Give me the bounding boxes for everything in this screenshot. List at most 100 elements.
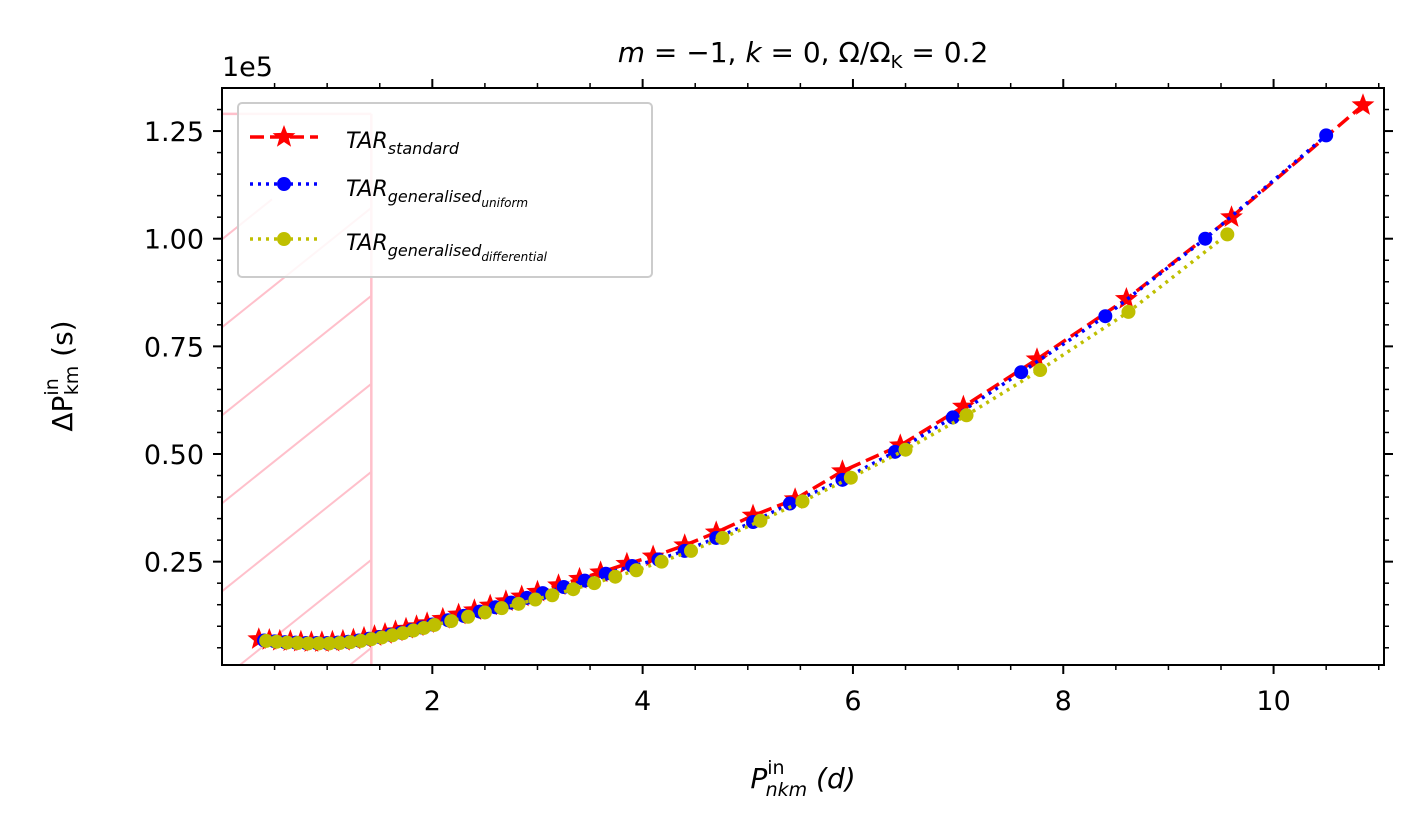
data-point xyxy=(715,530,730,545)
data-point xyxy=(684,543,699,558)
x-tick-label: 10 xyxy=(1256,686,1290,717)
data-point xyxy=(1014,365,1029,380)
data-point xyxy=(301,636,316,651)
legend-box xyxy=(237,102,653,278)
title-m: m xyxy=(618,36,645,69)
y-scale-label: 1e5 xyxy=(222,52,273,83)
data-point xyxy=(741,503,765,526)
title-k: k xyxy=(745,36,763,69)
chart-title: m = −1, k = 0, Ω/ΩK = 0.2 xyxy=(618,36,989,73)
data-point xyxy=(1198,231,1213,246)
title-eq3: = 0.2 xyxy=(902,36,988,69)
data-point xyxy=(511,596,526,611)
legend-label-differential: TARgeneraliseddifferential xyxy=(346,231,548,264)
x-tick-label: 2 xyxy=(424,686,441,717)
title-K: K xyxy=(891,52,904,73)
data-point xyxy=(385,628,400,643)
hatch-line xyxy=(662,199,1262,679)
data-point xyxy=(1121,304,1136,319)
data-point xyxy=(311,636,326,651)
data-point xyxy=(1098,309,1113,324)
data-point xyxy=(952,394,975,417)
x-axis-label: Pin nkm (d) xyxy=(750,757,855,801)
legend-marker xyxy=(277,232,291,246)
data-point xyxy=(280,635,295,650)
data-point xyxy=(1033,363,1048,378)
data-point xyxy=(364,632,379,647)
ylabel-sub: km xyxy=(61,366,83,396)
data-point xyxy=(753,513,768,528)
data-point xyxy=(587,576,602,591)
data-point xyxy=(395,626,410,641)
data-point xyxy=(528,592,543,607)
hatch-line xyxy=(0,199,162,679)
x-tick-label: 6 xyxy=(844,686,861,717)
hatch-line xyxy=(992,199,1428,679)
data-point xyxy=(1114,287,1138,309)
data-point xyxy=(545,588,560,603)
data-point xyxy=(783,487,807,509)
data-point xyxy=(322,636,337,651)
data-point xyxy=(290,636,305,651)
data-point xyxy=(374,630,389,645)
series-layer xyxy=(247,93,1375,652)
data-point xyxy=(959,408,974,423)
data-point xyxy=(843,470,858,485)
series-line xyxy=(266,233,1229,646)
data-point xyxy=(1351,93,1375,115)
tick-layer: 2 4 6 8 10 0.25 0.50 0.75 1.00 1.25 xyxy=(144,79,1393,717)
data-point xyxy=(427,617,442,632)
xlabel-unit: (d) xyxy=(807,762,856,795)
ylabel-sup: in xyxy=(41,378,63,395)
data-point xyxy=(259,633,274,648)
data-point xyxy=(406,623,421,638)
y-tick-label: 1.25 xyxy=(144,117,204,148)
xlabel-P: P xyxy=(750,762,767,795)
data-point xyxy=(566,582,581,597)
title-eq2: = 0, Ω/Ω xyxy=(762,36,891,69)
hatch-line xyxy=(238,558,372,665)
y-axis-label: ΔPinkm (s) xyxy=(41,320,83,431)
data-point xyxy=(629,563,644,578)
legend-label-standard: TARstandard xyxy=(346,129,460,158)
hatch-line xyxy=(882,199,1428,679)
ylabel-unit: (s) xyxy=(46,320,79,365)
data-point xyxy=(795,494,810,509)
data-point xyxy=(1319,128,1334,143)
data-point xyxy=(898,442,913,457)
hatch-group xyxy=(0,198,1428,679)
legend: TARstandard TARgeneraliseduniform TARgen… xyxy=(237,102,653,278)
x-tick-label: 4 xyxy=(634,686,651,717)
hatch-line xyxy=(222,198,273,241)
ylabel-dP: ΔP xyxy=(46,396,79,432)
plot-frame xyxy=(221,87,1385,666)
data-point xyxy=(1025,347,1049,369)
xlabel-sub: nkm xyxy=(766,779,808,801)
x-tick-label: 8 xyxy=(1055,686,1072,717)
y-tick-label: 0.75 xyxy=(144,332,204,363)
legend-marker xyxy=(277,177,291,191)
series-TAR_generalised_differential xyxy=(259,227,1235,651)
data-point xyxy=(1220,205,1243,227)
data-point xyxy=(888,444,903,459)
data-point xyxy=(477,605,492,620)
xlabel-sup: in xyxy=(767,757,784,779)
data-point xyxy=(444,614,459,629)
data-point xyxy=(945,410,960,425)
data-point xyxy=(888,433,912,456)
data-point xyxy=(608,569,623,584)
data-point xyxy=(416,620,431,635)
y-tick-label: 0.50 xyxy=(144,440,204,471)
data-point xyxy=(269,634,284,649)
legend-marker xyxy=(272,125,296,147)
hatch-line xyxy=(772,199,1372,679)
y-tick-label: 1.00 xyxy=(144,225,204,256)
data-point xyxy=(654,554,669,569)
shaded-region xyxy=(0,112,1428,679)
hatch-line xyxy=(0,199,52,679)
data-point xyxy=(831,459,854,481)
data-point xyxy=(1220,227,1235,242)
data-point xyxy=(494,601,509,616)
data-point xyxy=(782,496,797,511)
